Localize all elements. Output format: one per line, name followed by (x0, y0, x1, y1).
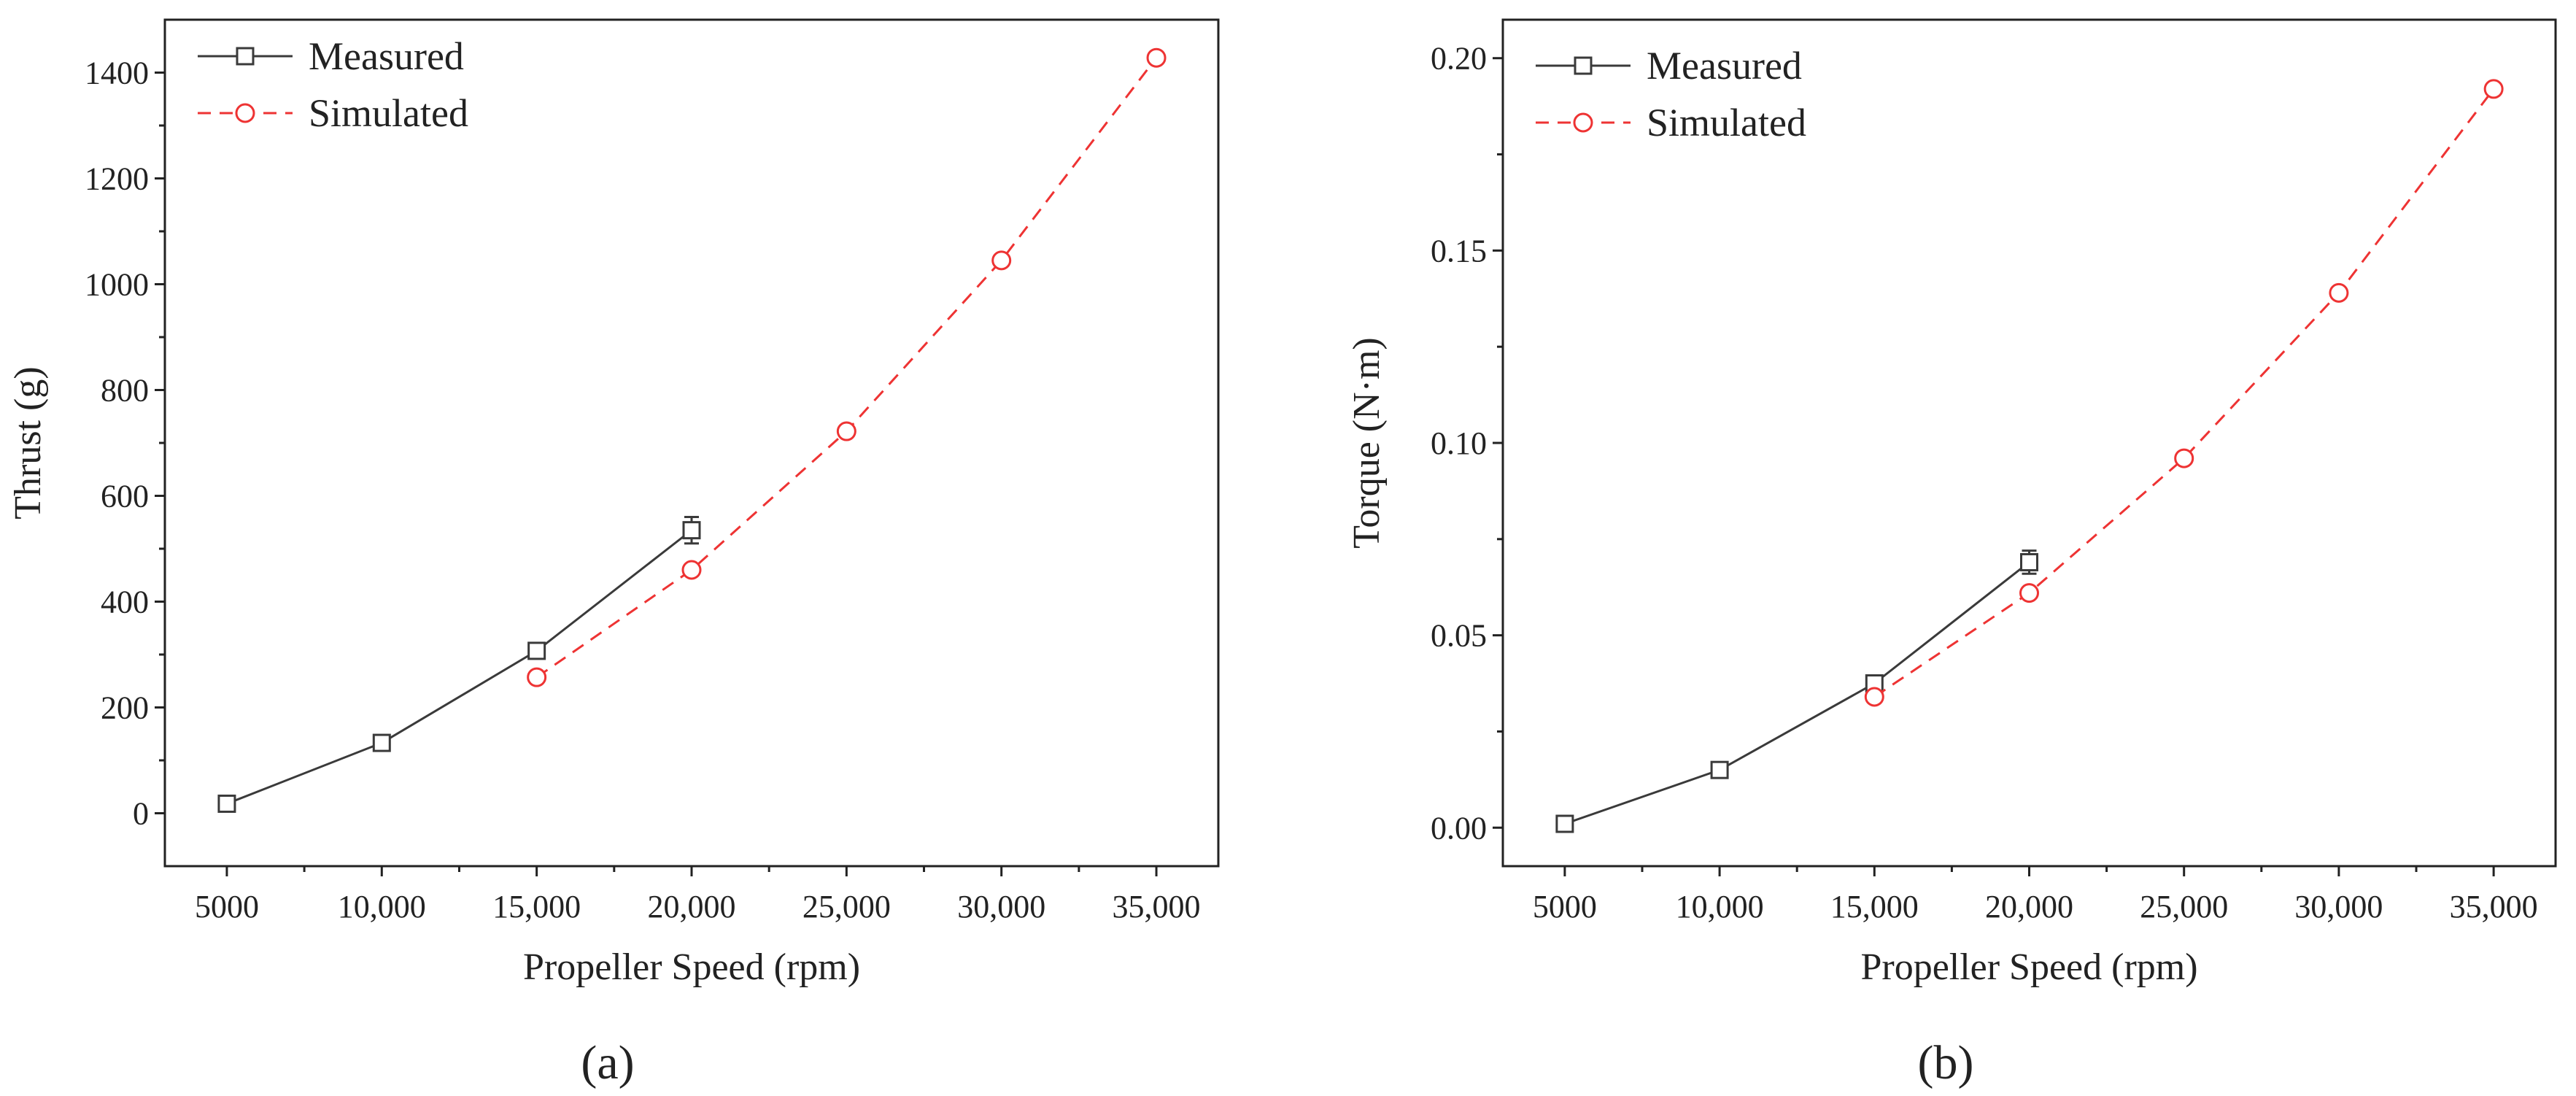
data-point-square (527, 641, 546, 660)
data-point-circle (1146, 47, 1167, 68)
plot-frame (163, 18, 1220, 868)
x-tick-label: 10,000 (1676, 889, 1764, 925)
x-tick-label: 35,000 (1113, 889, 1201, 925)
data-point-circle (2174, 448, 2194, 468)
x-tick-label: 30,000 (957, 889, 1045, 925)
data-point-circle (1864, 687, 1884, 707)
data-point-square (682, 521, 701, 540)
y-tick-label: 1400 (85, 55, 149, 91)
data-point-square (217, 794, 236, 813)
data-point-circle (681, 560, 702, 580)
y-tick-label: 1000 (85, 267, 149, 303)
y-tick-label: 600 (101, 479, 149, 514)
y-tick-label: 800 (101, 373, 149, 409)
legend-marker-square (1574, 56, 1593, 75)
panel-b-torque-chart: 5000 10,000 15,000 20,000 25,000 30,000 35,000… (1346, 18, 2557, 988)
y-tick-label: 400 (101, 584, 149, 620)
panel-a-thrust-chart: 5000 10,000 15,000 20,000 25,000 30,000 35,000… (7, 18, 1220, 988)
x-tick-label: 10,000 (338, 889, 426, 925)
panel-label-a: (a) (581, 1036, 634, 1089)
x-tick-label: 5000 (1533, 889, 1597, 925)
legend-marker-circle (1573, 112, 1593, 133)
plot-frame (1501, 18, 2557, 868)
y-axis-label: Thrust (g) (7, 366, 49, 519)
data-point-circle (527, 667, 547, 687)
x-axis-label: Propeller Speed (rpm) (523, 946, 860, 988)
y-tick-label: 0 (133, 796, 149, 832)
x-tick-label: 35,000 (2450, 889, 2538, 925)
data-point-circle (2329, 282, 2349, 303)
data-point-square (2020, 552, 2038, 571)
data-point-circle (2483, 79, 2504, 99)
legend-marker-square (236, 47, 255, 66)
series-line-measured (1564, 561, 2030, 825)
series-line-measured (226, 529, 692, 805)
legend-marker-circle (235, 103, 255, 123)
series-line-simulated (1873, 88, 2495, 698)
y-tick-label: 1200 (85, 161, 149, 197)
data-point-circle (836, 421, 856, 441)
legend-label-simulated: Simulated (309, 91, 468, 135)
data-point-square (1710, 760, 1729, 779)
x-tick-label: 25,000 (2140, 889, 2228, 925)
data-point-square (1555, 814, 1574, 833)
y-tick-label: 0.05 (1431, 618, 1487, 654)
data-point-circle (2019, 583, 2039, 603)
x-tick-label: 15,000 (1830, 889, 1919, 925)
x-tick-label: 20,000 (1985, 889, 2073, 925)
x-tick-label: 15,000 (492, 889, 581, 925)
panel-label-b: (b) (1918, 1036, 1974, 1089)
y-tick-label: 0.15 (1431, 233, 1487, 269)
y-tick-label: 0.10 (1431, 425, 1487, 461)
y-tick-label: 0.00 (1431, 810, 1487, 846)
x-tick-label: 30,000 (2294, 889, 2383, 925)
legend-label-measured: Measured (1647, 44, 1802, 88)
y-axis-label: Torque (N·m) (1346, 337, 1388, 548)
legend-label-simulated: Simulated (1647, 101, 1806, 144)
y-tick-label: 0.20 (1431, 41, 1487, 77)
x-tick-label: 25,000 (802, 889, 891, 925)
data-point-circle (991, 250, 1012, 271)
data-point-square (372, 733, 391, 752)
x-tick-label: 20,000 (648, 889, 736, 925)
x-tick-label: 5000 (195, 889, 259, 925)
legend-label-measured: Measured (309, 34, 464, 78)
y-tick-label: 200 (101, 690, 149, 726)
x-axis-label: Propeller Speed (rpm) (1860, 946, 2197, 988)
series-line-simulated (535, 57, 1158, 679)
